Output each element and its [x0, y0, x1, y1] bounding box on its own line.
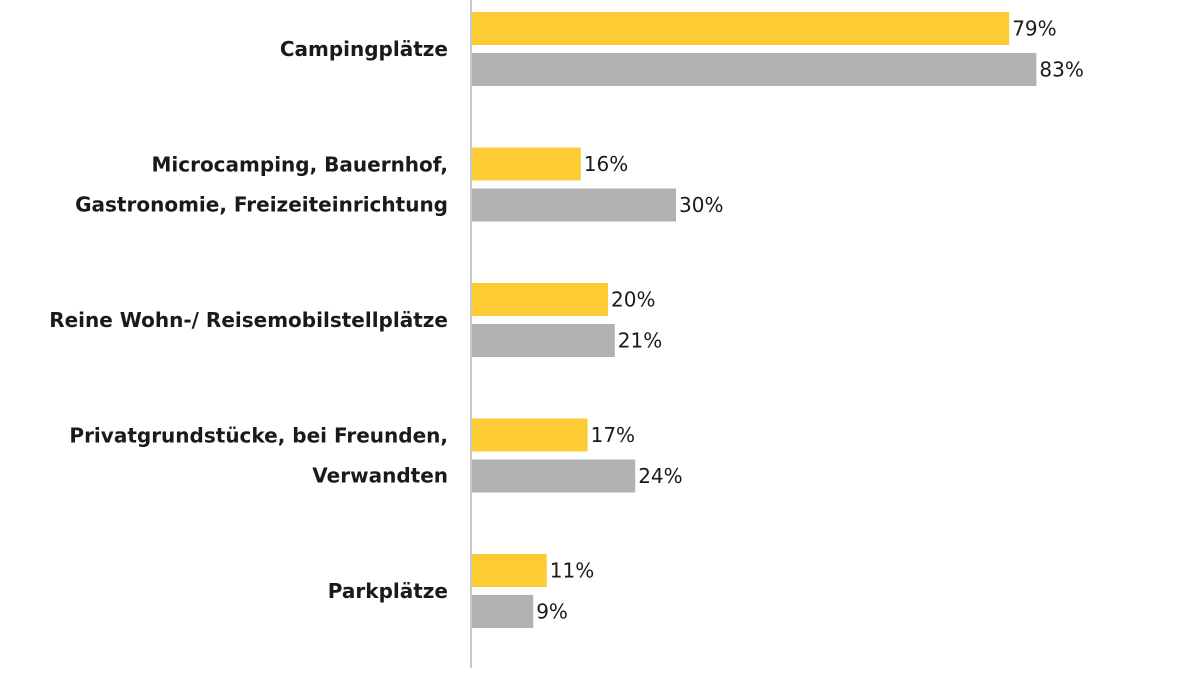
value-label-1-series-1: 30% — [679, 193, 723, 217]
value-label-0-series-0: 79% — [1012, 17, 1056, 41]
category-label-line: Privatgrundstücke, bei Freunden, — [69, 424, 448, 448]
bar-2-series-1 — [472, 324, 615, 357]
category-label-4: Parkplätze — [328, 579, 448, 603]
bars-group — [472, 12, 1037, 628]
category-label-1: Microcamping, Bauernhof, Gastronomie, Fre… — [75, 153, 448, 217]
category-label-line: Reine Wohn-/ Reisemobilstellplätze — [49, 308, 448, 332]
category-label-2: Reine Wohn-/ Reisemobilstellplätze — [49, 308, 448, 332]
value-label-3-series-1: 24% — [638, 464, 682, 488]
value-label-1-series-0: 16% — [584, 152, 628, 176]
bar-4-series-1 — [472, 595, 534, 628]
bar-2-series-0 — [472, 283, 608, 316]
bar-0-series-0 — [472, 12, 1010, 45]
category-label-line: Verwandten — [312, 464, 448, 488]
value-label-3-series-0: 17% — [591, 423, 635, 447]
labels-group: 79% 83% Campingplätze 16% 30% Microcamping, B… — [49, 17, 1084, 624]
bar-3-series-0 — [472, 418, 588, 452]
bar-1-series-0 — [472, 147, 581, 181]
category-label-line: Microcamping, Bauernhof, — [151, 153, 448, 177]
bar-0-series-1 — [472, 53, 1037, 86]
value-label-4-series-0: 11% — [550, 559, 594, 583]
category-label-line: Campingplätze — [280, 37, 448, 61]
bar-3-series-1 — [472, 459, 636, 493]
category-label-line: Gastronomie, Freizeiteinrichtung — [75, 193, 448, 217]
value-label-2-series-0: 20% — [611, 288, 655, 312]
category-label-3: Privatgrundstücke, bei Freunden, Verwandt… — [69, 424, 448, 488]
bar-1-series-1 — [472, 188, 676, 222]
value-label-4-series-1: 9% — [536, 600, 568, 624]
bar-4-series-0 — [472, 554, 547, 587]
category-label-line: Parkplätze — [328, 579, 448, 603]
value-label-0-series-1: 83% — [1039, 58, 1083, 82]
value-label-2-series-1: 21% — [618, 329, 662, 353]
category-label-0: Campingplätze — [280, 37, 448, 61]
